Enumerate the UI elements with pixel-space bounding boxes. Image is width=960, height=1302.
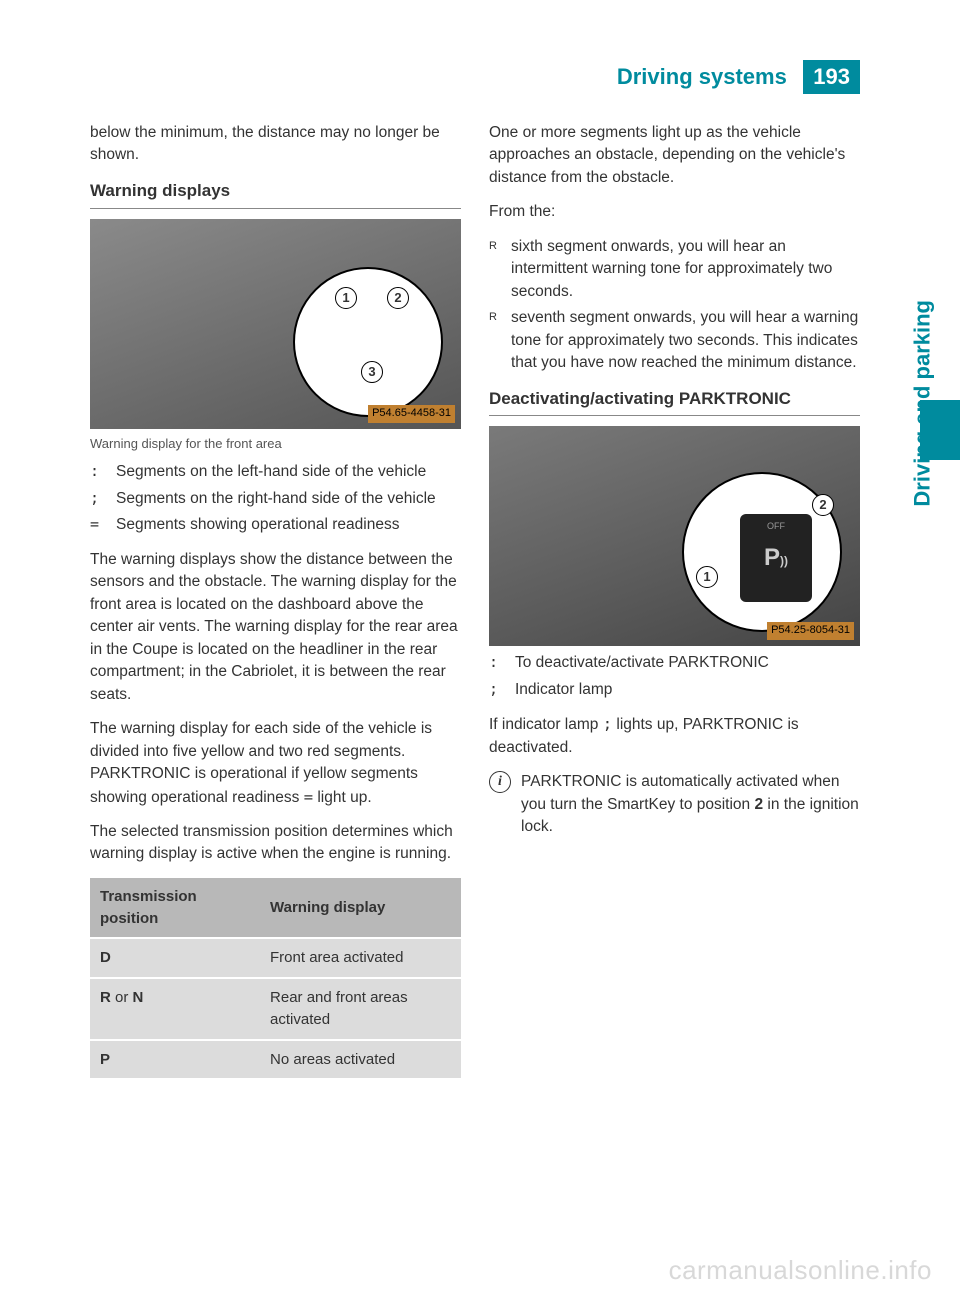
body-paragraph: The selected transmission position deter… [90,821,461,866]
figure-warning-display: 1 2 3 P54.65-4458-31 [90,219,461,429]
section-title: Driving systems [617,64,787,90]
page-number: 193 [803,60,860,94]
body-paragraph: One or more segments light up as the veh… [489,122,860,189]
from-label: From the: [489,201,860,223]
figure-parktronic-button: OFF P)) 1 2 P54.25-8054-31 [489,426,860,646]
legend-marker: = [90,514,108,536]
table-row: P No areas activated [90,1040,461,1079]
info-text: PARKTRONIC is automatically activated wh… [521,771,860,838]
page-header: Driving systems 193 [90,60,900,94]
table-header: Warning display [260,878,461,939]
legend-item: = Segments showing operational readiness [90,514,461,536]
table-header: Transmission position [90,878,260,939]
figure-tag: P54.65-4458-31 [368,405,455,423]
bullet-text: seventh segment onwards, you will hear a… [511,307,860,374]
legend-text: Segments on the right-hand side of the v… [116,488,436,510]
legend-marker: ; [489,679,507,701]
table-cell: Rear and front areas activated [260,978,461,1040]
table-cell: Front area activated [260,938,461,978]
table-row: D Front area activated [90,938,461,978]
table-header-row: Transmission position Warning display [90,878,461,939]
button-graphic: OFF P)) [740,514,812,602]
list-item: R seventh segment onwards, you will hear… [489,307,860,374]
legend-item: ; Indicator lamp [489,679,860,701]
content-columns: below the minimum, the distance may no l… [90,122,900,1090]
table-row: R or N Rear and front areas activated [90,978,461,1040]
info-note: i PARKTRONIC is automatically activated … [489,771,860,838]
legend-list: : Segments on the left-hand side of the … [90,461,461,536]
info-icon: i [489,771,511,793]
legend-marker: : [90,461,108,483]
figure-tag: P54.25-8054-31 [767,622,854,640]
legend-item: : To deactivate/activate PARKTRONIC [489,652,860,674]
callout-1-icon: 1 [335,287,357,309]
legend-text: To deactivate/activate PARKTRONIC [515,652,769,674]
table-cell: R or N [90,978,260,1040]
bullet-marker-icon: R [489,307,503,374]
right-column: One or more segments light up as the veh… [489,122,900,1090]
callout-3-icon: 3 [361,361,383,383]
intro-text: below the minimum, the distance may no l… [90,122,461,167]
bullet-list: R sixth segment onwards, you will hear a… [489,236,860,375]
body-paragraph: The warning displays show the distance b… [90,549,461,706]
legend-text: Indicator lamp [515,679,612,701]
table-cell: No areas activated [260,1040,461,1079]
legend-text: Segments showing operational readiness [116,514,399,536]
body-paragraph: If indicator lamp ; lights up, PARKTRONI… [489,713,860,759]
figure-caption: Warning display for the front area [90,435,461,454]
legend-item: ; Segments on the right-hand side of the… [90,488,461,510]
callout-2-icon: 2 [812,494,834,516]
heading-deactivating: Deactivating/activating PARKTRONIC [489,387,860,417]
list-item: R sixth segment onwards, you will hear a… [489,236,860,303]
side-tab-block [920,400,960,460]
callout-2-icon: 2 [387,287,409,309]
figure-callout-circle: OFF P)) 1 2 [682,472,842,632]
callout-1-icon: 1 [696,566,718,588]
legend-text: Segments on the left-hand side of the ve… [116,461,426,483]
legend-list: : To deactivate/activate PARKTRONIC ; In… [489,652,860,701]
bullet-marker-icon: R [489,236,503,303]
legend-item: : Segments on the left-hand side of the … [90,461,461,483]
figure-callout-circle: 1 2 3 [293,267,443,417]
bullet-text: sixth segment onwards, you will hear an … [511,236,860,303]
table-cell: D [90,938,260,978]
left-column: below the minimum, the distance may no l… [90,122,461,1090]
p-icon: P)) [740,533,812,576]
transmission-table: Transmission position Warning display D … [90,878,461,1079]
legend-marker: : [489,652,507,674]
body-paragraph: The warning display for each side of the… [90,718,461,809]
table-cell: P [90,1040,260,1079]
legend-marker: ; [90,488,108,510]
heading-warning-displays: Warning displays [90,179,461,209]
watermark: carmanualsonline.info [669,1255,932,1286]
